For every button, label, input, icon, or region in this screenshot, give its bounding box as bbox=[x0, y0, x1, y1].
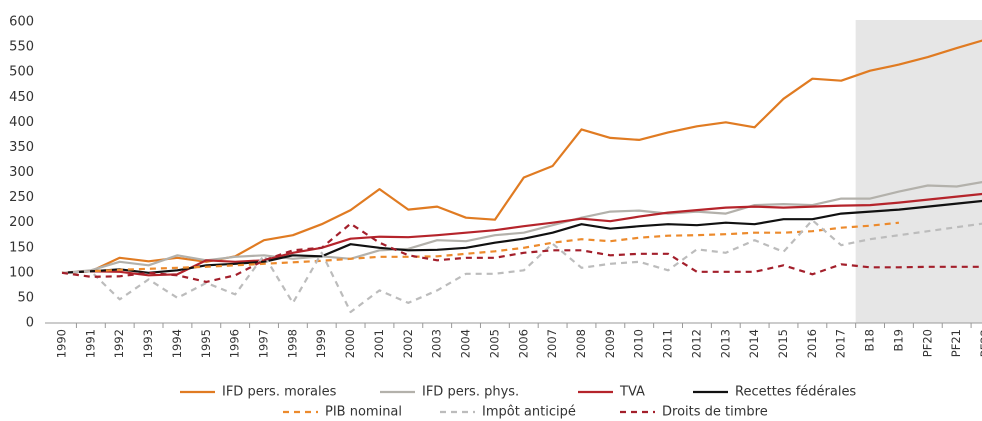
series-line bbox=[61, 221, 900, 274]
x-tick-label: 2004 bbox=[459, 329, 473, 358]
x-tick-label: 1992 bbox=[112, 329, 126, 358]
x-tick-label: 2008 bbox=[574, 329, 588, 358]
x-tick-label: 1998 bbox=[285, 329, 299, 358]
series-line bbox=[61, 222, 982, 283]
x-tick-label: 1999 bbox=[314, 329, 328, 358]
x-tick-label: 2014 bbox=[747, 329, 761, 358]
series-line bbox=[61, 192, 982, 277]
x-tick-label: 2016 bbox=[805, 329, 819, 358]
x-tick-label: 2002 bbox=[401, 329, 415, 358]
y-tick-label: 350 bbox=[9, 140, 34, 155]
y-tick-label: 450 bbox=[9, 90, 34, 105]
x-tick-label: PF21 bbox=[949, 329, 963, 357]
y-tick-label: 100 bbox=[9, 265, 34, 280]
series-line bbox=[61, 219, 982, 314]
y-tick-label: 500 bbox=[9, 65, 34, 80]
x-tick-label: 2007 bbox=[545, 329, 559, 358]
y-tick-label: 300 bbox=[9, 165, 34, 180]
x-tick-label: 1994 bbox=[170, 329, 184, 358]
y-tick-label: 150 bbox=[9, 240, 34, 255]
x-tick-label: 2003 bbox=[430, 329, 444, 358]
x-tick-label: PF20 bbox=[920, 329, 934, 357]
x-tick-label: 1995 bbox=[199, 329, 213, 358]
legend-label: PIB nominal bbox=[325, 405, 402, 420]
x-tick-label: 2017 bbox=[834, 329, 848, 358]
legend-label: IFD pers. phys. bbox=[422, 385, 519, 400]
y-tick-label: 250 bbox=[9, 190, 34, 205]
series-line bbox=[61, 199, 982, 274]
series-line bbox=[61, 180, 982, 274]
x-tick-label: 2015 bbox=[776, 329, 790, 358]
x-tick-label: 2012 bbox=[689, 329, 703, 358]
legend-label: Impôt anticipé bbox=[482, 405, 576, 420]
x-tick-label: 2000 bbox=[343, 329, 357, 358]
x-tick-label: 1990 bbox=[55, 329, 69, 358]
x-tick-label: 1997 bbox=[257, 329, 271, 358]
x-tick-label: 2011 bbox=[661, 329, 675, 358]
y-tick-label: 400 bbox=[9, 115, 34, 130]
x-tick-label: 2005 bbox=[487, 329, 501, 358]
legend-label: Recettes fédérales bbox=[735, 385, 856, 400]
legend-label: IFD pers. morales bbox=[222, 385, 337, 400]
y-tick-label: 600 bbox=[9, 15, 34, 30]
x-tick-label: 2010 bbox=[632, 329, 646, 358]
x-tick-label: 2006 bbox=[516, 329, 530, 358]
x-tick-label: B19 bbox=[891, 329, 905, 352]
x-tick-label: 1993 bbox=[141, 329, 155, 358]
x-tick-label: 2013 bbox=[718, 329, 732, 358]
series-line bbox=[61, 39, 982, 274]
y-tick-label: 0 bbox=[26, 316, 34, 331]
y-tick-label: 200 bbox=[9, 215, 34, 230]
legend-label: Droits de timbre bbox=[662, 405, 768, 420]
x-tick-label: 2009 bbox=[603, 329, 617, 358]
y-tick-label: 550 bbox=[9, 40, 34, 55]
legend-label: TVA bbox=[619, 385, 645, 400]
forecast-shade bbox=[855, 20, 982, 323]
y-tick-label: 50 bbox=[17, 290, 34, 305]
x-tick-label: 2001 bbox=[372, 329, 386, 358]
x-tick-label: B18 bbox=[863, 329, 877, 352]
x-tick-label: 1996 bbox=[228, 329, 242, 358]
x-tick-label: 1991 bbox=[83, 329, 97, 358]
x-tick-label: PF22 bbox=[978, 329, 982, 357]
